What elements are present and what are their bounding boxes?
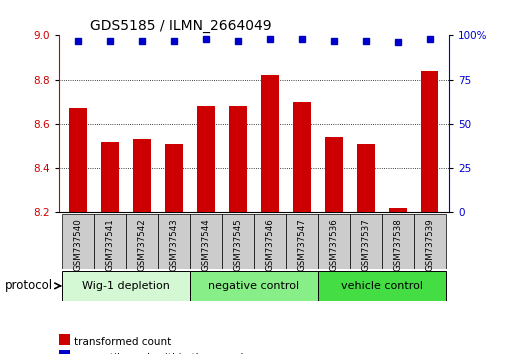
Text: GDS5185 / ILMN_2664049: GDS5185 / ILMN_2664049	[90, 19, 272, 33]
Bar	[69, 108, 87, 212]
Text: transformed count: transformed count	[74, 337, 172, 347]
Bar	[318, 271, 446, 301]
Text: GSM737536: GSM737536	[329, 218, 339, 271]
Text: GSM737546: GSM737546	[265, 218, 274, 271]
Bar	[350, 214, 382, 269]
Bar	[197, 106, 215, 212]
Text: GSM737541: GSM737541	[106, 218, 114, 271]
Bar	[165, 144, 183, 212]
Text: GSM737542: GSM737542	[137, 218, 147, 271]
Text: GSM737543: GSM737543	[169, 218, 179, 271]
Text: protocol: protocol	[5, 279, 53, 292]
Text: GSM737545: GSM737545	[233, 218, 243, 271]
Bar	[413, 214, 446, 269]
Bar	[190, 214, 222, 269]
Bar	[293, 102, 311, 212]
Text: GSM737538: GSM737538	[393, 218, 402, 271]
Bar	[318, 214, 350, 269]
Text: GSM737540: GSM737540	[74, 218, 83, 271]
Bar	[254, 214, 286, 269]
Bar	[357, 144, 374, 212]
Bar	[102, 142, 119, 212]
Bar	[158, 214, 190, 269]
Bar	[190, 271, 318, 301]
Bar	[382, 214, 413, 269]
Text: GSM737537: GSM737537	[361, 218, 370, 271]
Bar	[325, 137, 343, 212]
Text: negative control: negative control	[208, 281, 300, 291]
Text: GSM737539: GSM737539	[425, 218, 434, 271]
Bar	[229, 106, 247, 212]
Bar	[126, 214, 158, 269]
Bar	[421, 71, 439, 212]
Bar	[389, 208, 406, 212]
Bar	[286, 214, 318, 269]
Bar	[261, 75, 279, 212]
Bar	[94, 214, 126, 269]
Text: vehicle control: vehicle control	[341, 281, 423, 291]
Bar	[62, 271, 190, 301]
Bar	[62, 214, 94, 269]
Text: GSM737547: GSM737547	[298, 218, 306, 271]
Text: percentile rank within the sample: percentile rank within the sample	[74, 353, 250, 354]
Text: Wig-1 depletion: Wig-1 depletion	[82, 281, 170, 291]
Text: GSM737544: GSM737544	[202, 218, 210, 271]
Bar	[133, 139, 151, 212]
Bar	[222, 214, 254, 269]
